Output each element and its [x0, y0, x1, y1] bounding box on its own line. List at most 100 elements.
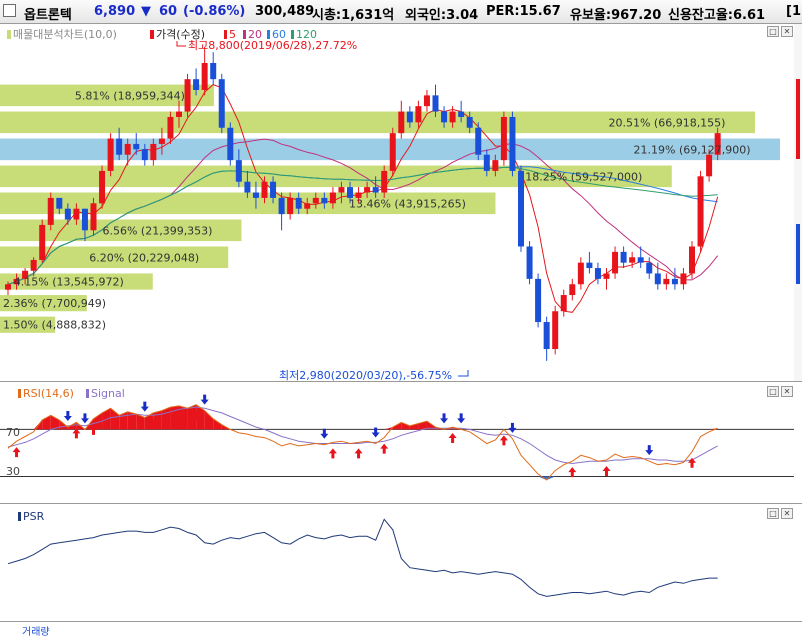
market-cap: 시총:1,631억	[312, 8, 395, 23]
candle	[637, 246, 644, 269]
candle	[526, 241, 533, 285]
rsi-settings-button[interactable]: □	[767, 386, 779, 397]
volume-profile-bar	[0, 165, 672, 188]
price-chart: 1.50% (4,888,832) 2.36% (7,700,949) 4.15% …	[0, 24, 802, 382]
rsi-overbought-fill	[196, 404, 205, 430]
candle	[81, 208, 88, 242]
candle	[5, 281, 11, 296]
candle	[116, 127, 123, 161]
candle	[483, 149, 490, 177]
candle	[475, 122, 482, 161]
candle	[364, 181, 371, 198]
ma120-legend: 120	[296, 28, 317, 41]
candle	[389, 127, 396, 177]
buy-arrow-icon	[72, 428, 81, 439]
signal-legend: Signal	[91, 387, 125, 400]
candle	[270, 176, 277, 204]
price-axis-marker-down	[796, 224, 800, 284]
rsi-overbought-fill	[102, 408, 111, 430]
pane-settings-button[interactable]: □	[767, 26, 779, 37]
candle	[415, 100, 422, 128]
sell-arrow-icon	[63, 411, 72, 422]
psr-line	[7, 518, 718, 597]
candle	[663, 273, 670, 290]
candle	[312, 192, 319, 209]
sell-arrow-icon	[200, 394, 209, 405]
rsi-oversold-fill	[538, 476, 547, 480]
candle	[654, 262, 661, 290]
current-price: 6,890	[94, 4, 136, 19]
rsi-overbought-fill	[213, 418, 222, 430]
volume-profile-label: 6.20% (20,229,048)	[89, 251, 199, 264]
candle	[381, 165, 388, 198]
volume-profile-label: 4.15% (13,545,972)	[14, 276, 124, 289]
buy-arrow-icon	[499, 435, 508, 446]
stock-header: 옵트론텍 6,890 ▼ 60 (-0.86%) 300,489 시총:1,63…	[0, 0, 802, 24]
sell-arrow-icon	[80, 413, 89, 424]
price-legend: 가격(수정)	[156, 28, 205, 41]
buy-arrow-icon	[192, 410, 201, 421]
candle	[124, 138, 131, 166]
candle	[107, 133, 114, 177]
price-legend-swatch	[150, 30, 154, 39]
psr-swatch	[18, 512, 21, 521]
high-arrow-icon	[176, 41, 186, 47]
stock-name[interactable]: 옵트론텍	[24, 8, 72, 23]
psr-close-button[interactable]: ✕	[781, 508, 793, 519]
volume-profile-label: 18.25% (59,527,000)	[525, 170, 642, 183]
candle	[466, 111, 473, 134]
candle	[423, 89, 430, 112]
psr-legend: PSR	[23, 510, 45, 523]
candle	[714, 127, 721, 161]
candle	[543, 316, 550, 361]
price-change-pct: (-0.86%)	[183, 4, 246, 19]
rsi-overbought-fill	[93, 412, 103, 430]
candle	[56, 197, 63, 215]
high-annotation: 최고8,800(2019/06/28),27.72%	[188, 39, 357, 52]
price-axis	[794, 24, 802, 382]
volume-profile-label: 21.19% (69,127,900)	[634, 143, 751, 156]
candle	[261, 176, 268, 204]
volume-pane: 거래량	[0, 621, 802, 638]
volume-profile-label: 13.46% (43,915,265)	[349, 197, 466, 210]
candle	[552, 305, 559, 355]
candle	[141, 143, 148, 166]
ma120-line	[7, 166, 718, 285]
candle	[218, 73, 225, 134]
header-checkbox[interactable]	[3, 4, 16, 17]
buy-arrow-icon	[12, 447, 21, 458]
volume-profile-bar	[0, 316, 56, 333]
volume-profile-bar	[0, 219, 242, 242]
candle	[449, 106, 456, 128]
candle	[158, 127, 165, 155]
candle	[167, 111, 174, 144]
candle	[697, 170, 704, 252]
pane-close-button[interactable]: ✕	[781, 26, 793, 37]
candle	[603, 268, 610, 290]
rsi-legend: RSI(14,6)	[23, 387, 74, 400]
per-value: PER:15.67	[486, 4, 561, 19]
volume-profile-bar	[0, 246, 229, 269]
volume-profile-label: 1.50% (4,888,832)	[3, 319, 106, 332]
candle	[586, 251, 593, 274]
candle	[569, 278, 576, 301]
candle	[492, 154, 499, 177]
candle	[287, 192, 294, 220]
low-arrow-icon	[458, 370, 469, 377]
candle	[176, 100, 182, 128]
volume-profile-label: 2.36% (7,700,949)	[3, 297, 106, 310]
low-annotation: 최저2,980(2020/03/20),-56.75%	[279, 369, 452, 382]
volume-profile-bar	[0, 273, 153, 290]
rsi-overbought-fill	[170, 405, 179, 430]
ma20-legend: 20	[248, 28, 262, 41]
credit-ratio: 신용잔고율:6.61	[668, 8, 766, 23]
rsi-overbought-fill	[84, 418, 94, 430]
psr-settings-button[interactable]: □	[767, 508, 779, 519]
candle	[347, 181, 353, 204]
rsi-overbought-fill	[136, 414, 145, 430]
buy-arrow-icon	[380, 443, 389, 454]
candle	[509, 111, 516, 177]
rsi-close-button[interactable]: ✕	[781, 386, 793, 397]
candle	[30, 257, 37, 277]
rsi-overbought-fill	[204, 410, 214, 430]
